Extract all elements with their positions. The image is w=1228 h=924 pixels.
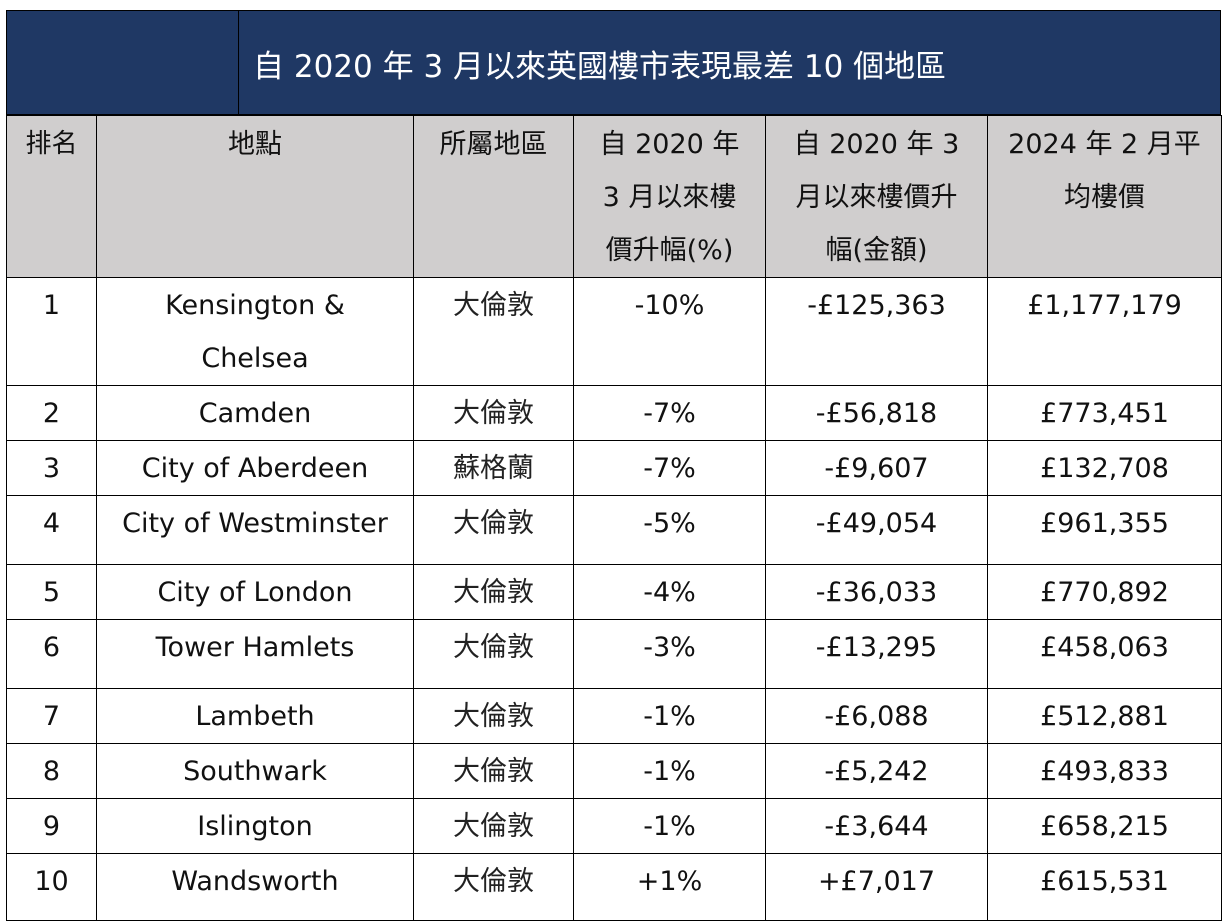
price-cell: £658,215 bbox=[987, 798, 1222, 854]
table-row: 4 City of Westminster 大倫敦 -5% -£49,054 £… bbox=[6, 495, 1222, 565]
header-price-line: 均樓價 bbox=[1064, 182, 1145, 213]
table-row: 6 Tower Hamlets 大倫敦 -3% -£13,295 £458,06… bbox=[6, 619, 1222, 689]
price-cell: £512,881 bbox=[987, 688, 1222, 744]
region-cell: 大倫敦 bbox=[413, 619, 574, 689]
amount-cell: -£49,054 bbox=[765, 495, 988, 565]
rank-cell: 10 bbox=[6, 853, 97, 921]
price-cell: £615,531 bbox=[987, 853, 1222, 921]
header-amount-change: 自 2020 年 3 月以來樓價升 幅(金額) bbox=[765, 115, 988, 278]
table-row: 2 Camden 大倫敦 -7% -£56,818 £773,451 bbox=[6, 385, 1222, 441]
location-cell: Tower Hamlets bbox=[96, 619, 414, 689]
region-cell: 大倫敦 bbox=[413, 277, 574, 386]
amount-cell: -£125,363 bbox=[765, 277, 988, 386]
header-location: 地點 bbox=[96, 115, 414, 278]
header-price-line: 2024 年 2 月平 bbox=[1008, 129, 1201, 160]
header-pct-change: 自 2020 年 3 月以來樓 價升幅(%) bbox=[573, 115, 766, 278]
amount-cell: -£3,644 bbox=[765, 798, 988, 854]
price-cell: £458,063 bbox=[987, 619, 1222, 689]
location-cell: Camden bbox=[96, 385, 414, 441]
region-cell: 大倫敦 bbox=[413, 743, 574, 799]
rank-cell: 5 bbox=[6, 564, 97, 620]
region-cell: 大倫敦 bbox=[413, 798, 574, 854]
pct-cell: -4% bbox=[573, 564, 766, 620]
rank-cell: 9 bbox=[6, 798, 97, 854]
region-cell: 大倫敦 bbox=[413, 385, 574, 441]
table-container: 自 2020 年 3 月以來英國樓市表現最差 10 個地區 排名 地點 所屬地區… bbox=[6, 10, 1222, 921]
table-row: 1 Kensington & Chelsea 大倫敦 -10% -£125,36… bbox=[6, 277, 1222, 386]
location-cell: Southwark bbox=[96, 743, 414, 799]
location-line: Chelsea bbox=[201, 343, 309, 374]
price-cell: £493,833 bbox=[987, 743, 1222, 799]
location-cell: City of Westminster bbox=[96, 495, 414, 565]
location-line: Kensington & bbox=[165, 290, 345, 321]
region-cell: 大倫敦 bbox=[413, 564, 574, 620]
location-cell: Islington bbox=[96, 798, 414, 854]
data-table: 排名 地點 所屬地區 自 2020 年 3 月以來樓 價升幅(%) 自 2020… bbox=[6, 115, 1222, 921]
title-bar: 自 2020 年 3 月以來英國樓市表現最差 10 個地區 bbox=[6, 10, 1221, 115]
location-cell: City of London bbox=[96, 564, 414, 620]
header-row: 排名 地點 所屬地區 自 2020 年 3 月以來樓 價升幅(%) 自 2020… bbox=[6, 115, 1222, 278]
header-rank: 排名 bbox=[6, 115, 97, 278]
rank-cell: 7 bbox=[6, 688, 97, 744]
pct-cell: -3% bbox=[573, 619, 766, 689]
price-cell: £773,451 bbox=[987, 385, 1222, 441]
rank-cell: 6 bbox=[6, 619, 97, 689]
location-cell: Kensington & Chelsea bbox=[96, 277, 414, 386]
table-row: 10 Wandsworth 大倫敦 +1% +£7,017 £615,531 bbox=[6, 853, 1222, 921]
table-row: 8 Southwark 大倫敦 -1% -£5,242 £493,833 bbox=[6, 743, 1222, 799]
header-pct-line: 自 2020 年 bbox=[599, 129, 740, 160]
location-cell: Wandsworth bbox=[96, 853, 414, 921]
pct-cell: -1% bbox=[573, 798, 766, 854]
amount-cell: -£6,088 bbox=[765, 688, 988, 744]
amount-cell: -£9,607 bbox=[765, 440, 988, 496]
rank-cell: 4 bbox=[6, 495, 97, 565]
header-amount-line: 自 2020 年 3 bbox=[793, 129, 960, 160]
rank-cell: 1 bbox=[6, 277, 97, 386]
header-region: 所屬地區 bbox=[413, 115, 574, 278]
rank-cell: 2 bbox=[6, 385, 97, 441]
header-amount-line: 月以來樓價升 bbox=[795, 182, 958, 213]
price-cell: £132,708 bbox=[987, 440, 1222, 496]
amount-cell: -£56,818 bbox=[765, 385, 988, 441]
pct-cell: -5% bbox=[573, 495, 766, 565]
region-cell: 大倫敦 bbox=[413, 853, 574, 921]
pct-cell: -1% bbox=[573, 688, 766, 744]
table-row: 5 City of London 大倫敦 -4% -£36,033 £770,8… bbox=[6, 564, 1222, 620]
pct-cell: -1% bbox=[573, 743, 766, 799]
table-row: 3 City of Aberdeen 蘇格蘭 -7% -£9,607 £132,… bbox=[6, 440, 1222, 496]
location-cell: Lambeth bbox=[96, 688, 414, 744]
region-cell: 蘇格蘭 bbox=[413, 440, 574, 496]
pct-cell: +1% bbox=[573, 853, 766, 921]
rank-cell: 8 bbox=[6, 743, 97, 799]
header-amount-line: 幅(金額) bbox=[825, 235, 928, 266]
price-cell: £770,892 bbox=[987, 564, 1222, 620]
header-pct-line: 3 月以來樓 bbox=[602, 182, 737, 213]
table-row: 7 Lambeth 大倫敦 -1% -£6,088 £512,881 bbox=[6, 688, 1222, 744]
price-cell: £961,355 bbox=[987, 495, 1222, 565]
amount-cell: -£5,242 bbox=[765, 743, 988, 799]
table-title: 自 2020 年 3 月以來英國樓市表現最差 10 個地區 bbox=[253, 49, 947, 85]
amount-cell: -£36,033 bbox=[765, 564, 988, 620]
region-cell: 大倫敦 bbox=[413, 495, 574, 565]
location-cell: City of Aberdeen bbox=[96, 440, 414, 496]
pct-cell: -7% bbox=[573, 440, 766, 496]
amount-cell: -£13,295 bbox=[765, 619, 988, 689]
title-left-cell bbox=[7, 11, 239, 114]
rank-cell: 3 bbox=[6, 440, 97, 496]
pct-cell: -10% bbox=[573, 277, 766, 386]
amount-cell: +£7,017 bbox=[765, 853, 988, 921]
header-pct-line: 價升幅(%) bbox=[605, 235, 734, 266]
header-avg-price: 2024 年 2 月平 均樓價 bbox=[987, 115, 1222, 278]
pct-cell: -7% bbox=[573, 385, 766, 441]
region-cell: 大倫敦 bbox=[413, 688, 574, 744]
price-cell: £1,177,179 bbox=[987, 277, 1222, 386]
table-row: 9 Islington 大倫敦 -1% -£3,644 £658,215 bbox=[6, 798, 1222, 854]
